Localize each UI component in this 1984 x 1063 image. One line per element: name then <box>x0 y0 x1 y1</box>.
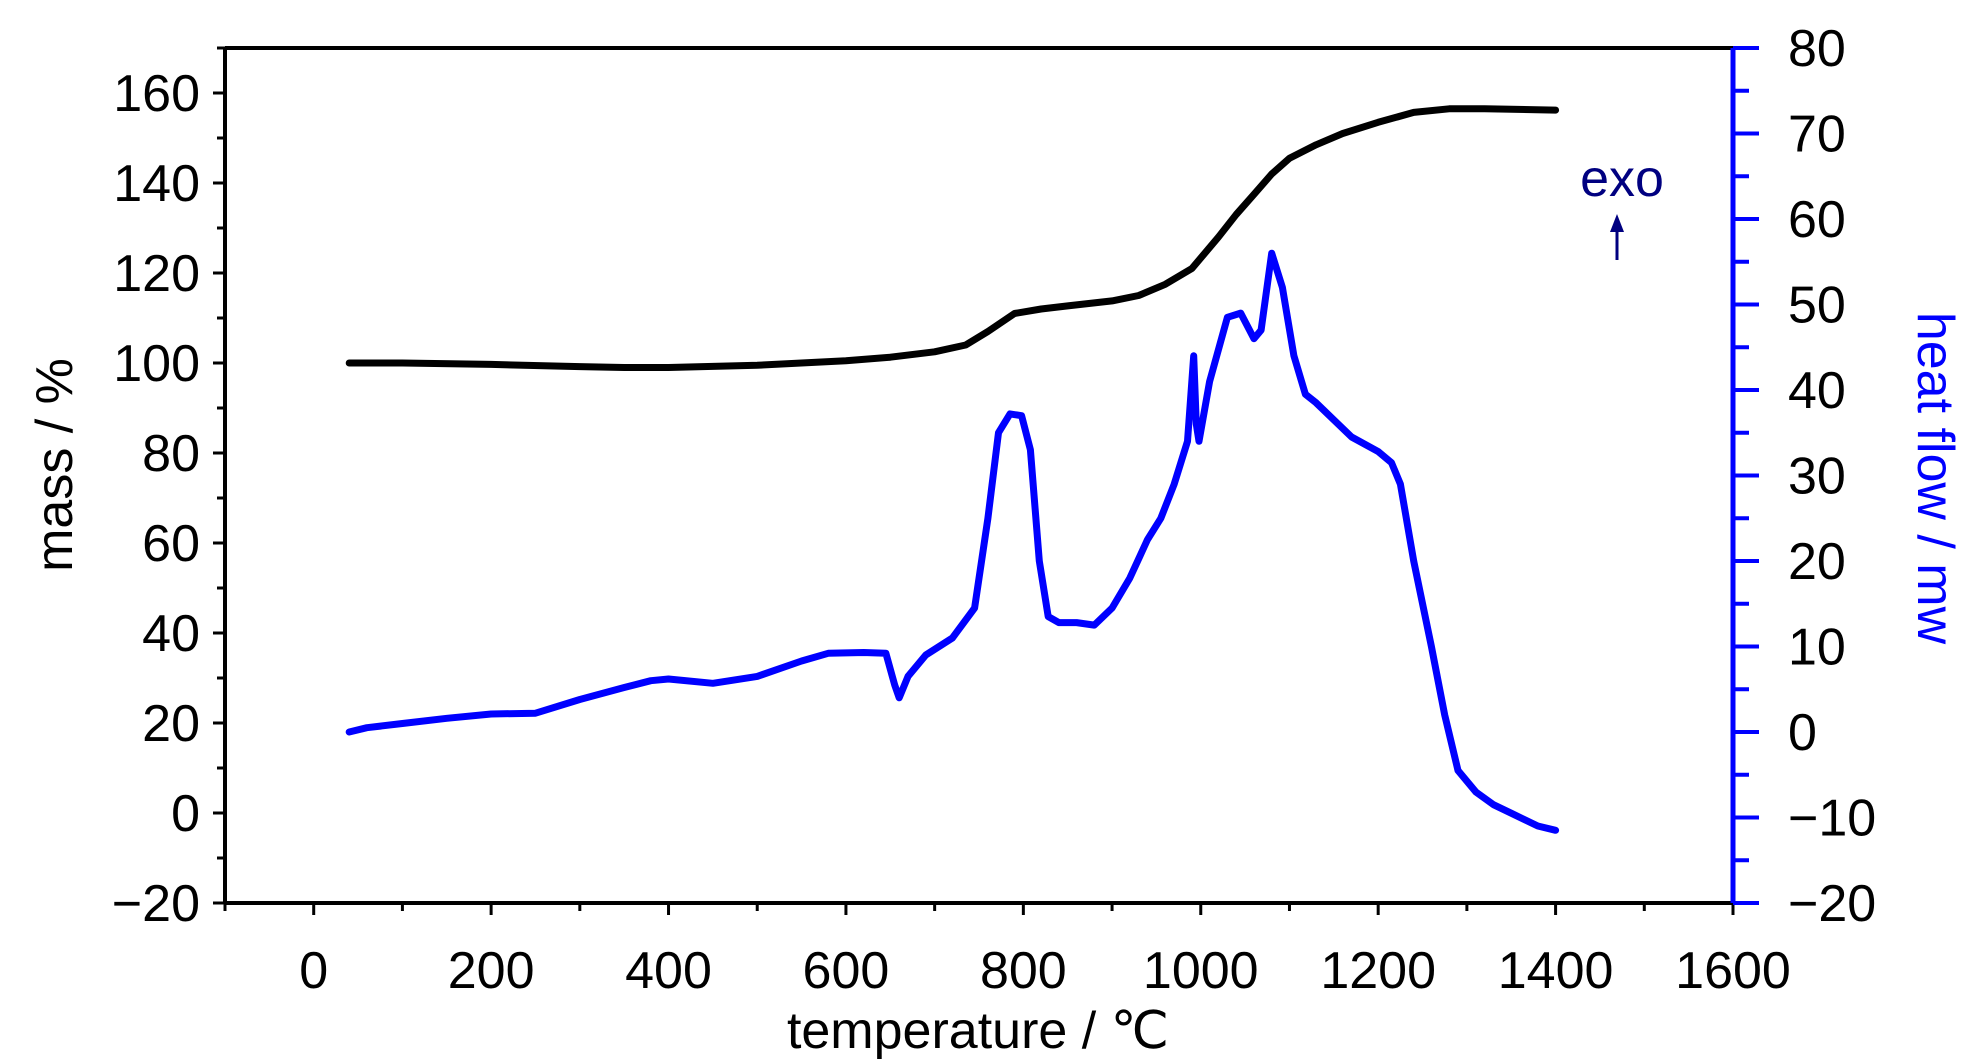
left-y-tick-label: 160 <box>113 65 200 123</box>
exo-arrow-icon <box>1610 214 1624 260</box>
heat-flow-line <box>345 249 1560 834</box>
left-y-tick-label: 120 <box>113 245 200 303</box>
left-y-axis-ticks: −20 0 20 40 60 80 100 120 140 160 <box>112 46 225 933</box>
series-layer <box>345 105 1560 834</box>
right-y-axis-title: heat flow / mw <box>1906 312 1964 645</box>
left-y-axis-title: mass / % <box>26 358 84 572</box>
right-y-tick-label: 50 <box>1788 277 1846 335</box>
exo-annotation: exo <box>1580 150 1664 208</box>
x-axis-ticks: 0 200 400 600 800 1000 1200 1400 1600 <box>223 903 1791 1000</box>
x-tick-label: 1400 <box>1498 942 1614 1000</box>
x-tick-label: 200 <box>448 942 535 1000</box>
left-y-tick-label: 100 <box>113 335 200 393</box>
x-tick-label: 800 <box>980 942 1067 1000</box>
left-y-tick-label: 80 <box>142 425 200 483</box>
right-y-tick-label: −20 <box>1788 875 1876 933</box>
plot-frame <box>223 46 1736 905</box>
x-tick-label: 0 <box>299 942 328 1000</box>
x-tick-label: 600 <box>803 942 890 1000</box>
x-tick-label: 1600 <box>1675 942 1791 1000</box>
x-tick-label: 1200 <box>1320 942 1436 1000</box>
mass-line <box>345 105 1560 371</box>
right-y-tick-label: 60 <box>1788 191 1846 249</box>
right-y-axis-ticks: −20 −10 0 10 20 30 40 50 60 70 80 <box>1733 20 1876 933</box>
right-y-tick-label: 20 <box>1788 533 1846 591</box>
right-y-tick-label: −10 <box>1788 790 1876 848</box>
left-y-tick-label: 0 <box>171 785 200 843</box>
left-y-tick-label: −20 <box>112 875 200 933</box>
left-y-tick-label: 20 <box>142 695 200 753</box>
x-tick-label: 1000 <box>1143 942 1259 1000</box>
left-y-tick-label: 60 <box>142 515 200 573</box>
right-y-tick-label: 0 <box>1788 704 1817 762</box>
right-y-tick-label: 30 <box>1788 448 1846 506</box>
right-y-tick-label: 80 <box>1788 20 1846 78</box>
left-y-tick-label: 140 <box>113 155 200 213</box>
right-y-tick-label: 70 <box>1788 106 1846 164</box>
right-y-tick-label: 40 <box>1788 362 1846 420</box>
x-axis-title: temperature / ℃ <box>787 1002 1169 1060</box>
left-y-tick-label: 40 <box>142 605 200 663</box>
right-y-tick-label: 10 <box>1788 619 1846 677</box>
x-tick-label: 400 <box>625 942 712 1000</box>
